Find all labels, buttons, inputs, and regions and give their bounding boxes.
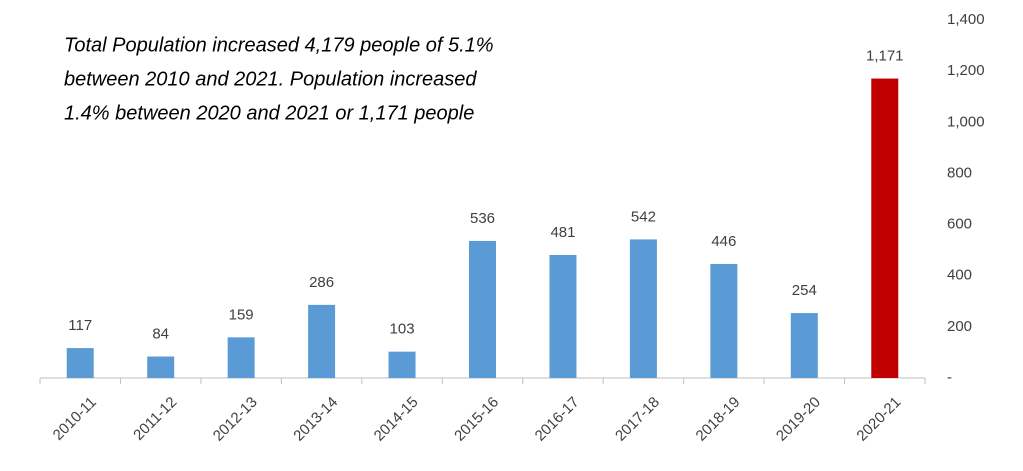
data-label: 84 [152,325,169,342]
annotation: between 2010 and 2021. Population increa… [64,68,477,90]
data-label: 536 [470,210,495,227]
data-label: 542 [631,208,656,225]
data-label: 254 [792,282,817,299]
bar [66,348,94,378]
bar [147,356,175,378]
x-tick-label: 2010-11 [50,394,100,444]
bar [308,304,336,378]
x-tick-label: 2018-19 [693,394,744,445]
bar [469,240,496,378]
y-tick-label: 1,400 [947,11,985,28]
bar [549,255,577,378]
data-label: 446 [711,233,736,250]
bar [227,337,255,378]
bar [629,239,657,378]
y-tick-label: 1,000 [947,113,985,130]
x-tick-label: 2019-20 [773,394,824,445]
y-tick-label: 200 [947,318,972,335]
x-tick-label: 2015-16 [451,394,502,445]
annotation: 1.4% between 2020 and 2021 or 1,171 peop… [64,102,474,124]
x-tick-label: 2014-15 [371,394,422,445]
y-tick-label: 600 [947,216,972,233]
data-label: 117 [68,317,92,334]
y-tick-label: 400 [947,267,972,284]
data-label: 481 [550,224,575,241]
data-label: 1,171 [866,48,904,65]
bar [871,78,899,379]
y-tick-label: - [947,369,952,386]
x-tick-label: 2011-12 [130,394,180,444]
bar [710,263,738,378]
x-tick-label: 2013-14 [290,394,341,445]
data-label: 103 [390,321,415,338]
bar [790,313,818,378]
x-tick-label: 2020-21 [853,394,904,445]
x-tick-label: 2017-18 [612,394,663,445]
y-tick-label: 1,200 [947,62,985,79]
annotation: Total Population increased 4,179 people … [64,34,494,56]
y-tick-label: 800 [947,164,972,181]
x-tick-label: 2012-13 [210,394,261,445]
bar [388,351,416,378]
data-label: 159 [229,306,254,323]
x-tick-label: 2016-17 [532,394,583,445]
data-label: 286 [309,274,334,291]
